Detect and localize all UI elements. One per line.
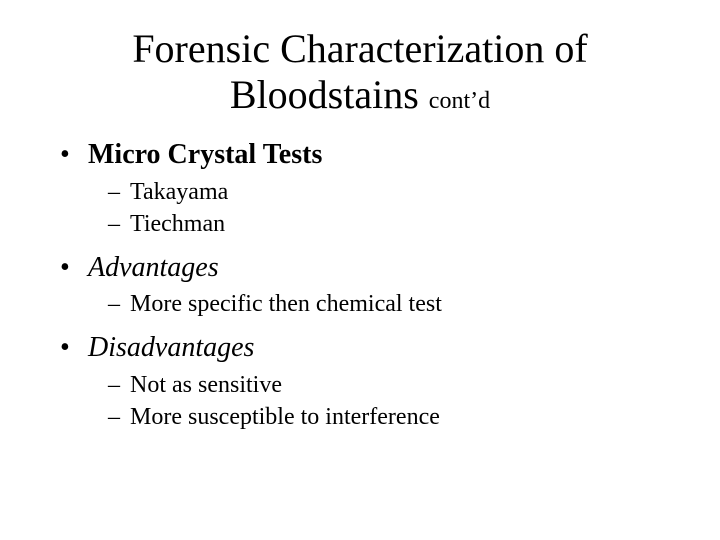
slide: Forensic Characterization of Bloodstains… xyxy=(0,0,720,540)
sub-list: More specific then chemical test xyxy=(108,288,680,320)
sub-list-item: Not as sensitive xyxy=(108,369,680,401)
slide-title: Forensic Characterization of Bloodstains… xyxy=(40,26,680,118)
sub-list-item: Takayama xyxy=(108,176,680,208)
list-item: Disadvantages Not as sensitive More susc… xyxy=(60,329,680,434)
title-line1: Forensic Characterization of xyxy=(132,26,587,71)
list-item-label: Micro Crystal Tests xyxy=(88,139,322,170)
bullet-list: Micro Crystal Tests Takayama Tiechman Ad… xyxy=(60,136,680,433)
sub-list: Not as sensitive More susceptible to int… xyxy=(108,369,680,434)
sub-list-item: Tiechman xyxy=(108,208,680,240)
title-line2: Bloodstains xyxy=(230,72,419,117)
list-item: Micro Crystal Tests Takayama Tiechman xyxy=(60,136,680,241)
sub-list-item: More specific then chemical test xyxy=(108,288,680,320)
sub-list-item: More susceptible to interference xyxy=(108,401,680,433)
list-item-label: Disadvantages xyxy=(88,332,254,363)
list-item-label: Advantages xyxy=(88,252,219,283)
sub-list: Takayama Tiechman xyxy=(108,176,680,241)
list-item: Advantages More specific then chemical t… xyxy=(60,249,680,321)
title-contd: cont’d xyxy=(429,88,490,114)
